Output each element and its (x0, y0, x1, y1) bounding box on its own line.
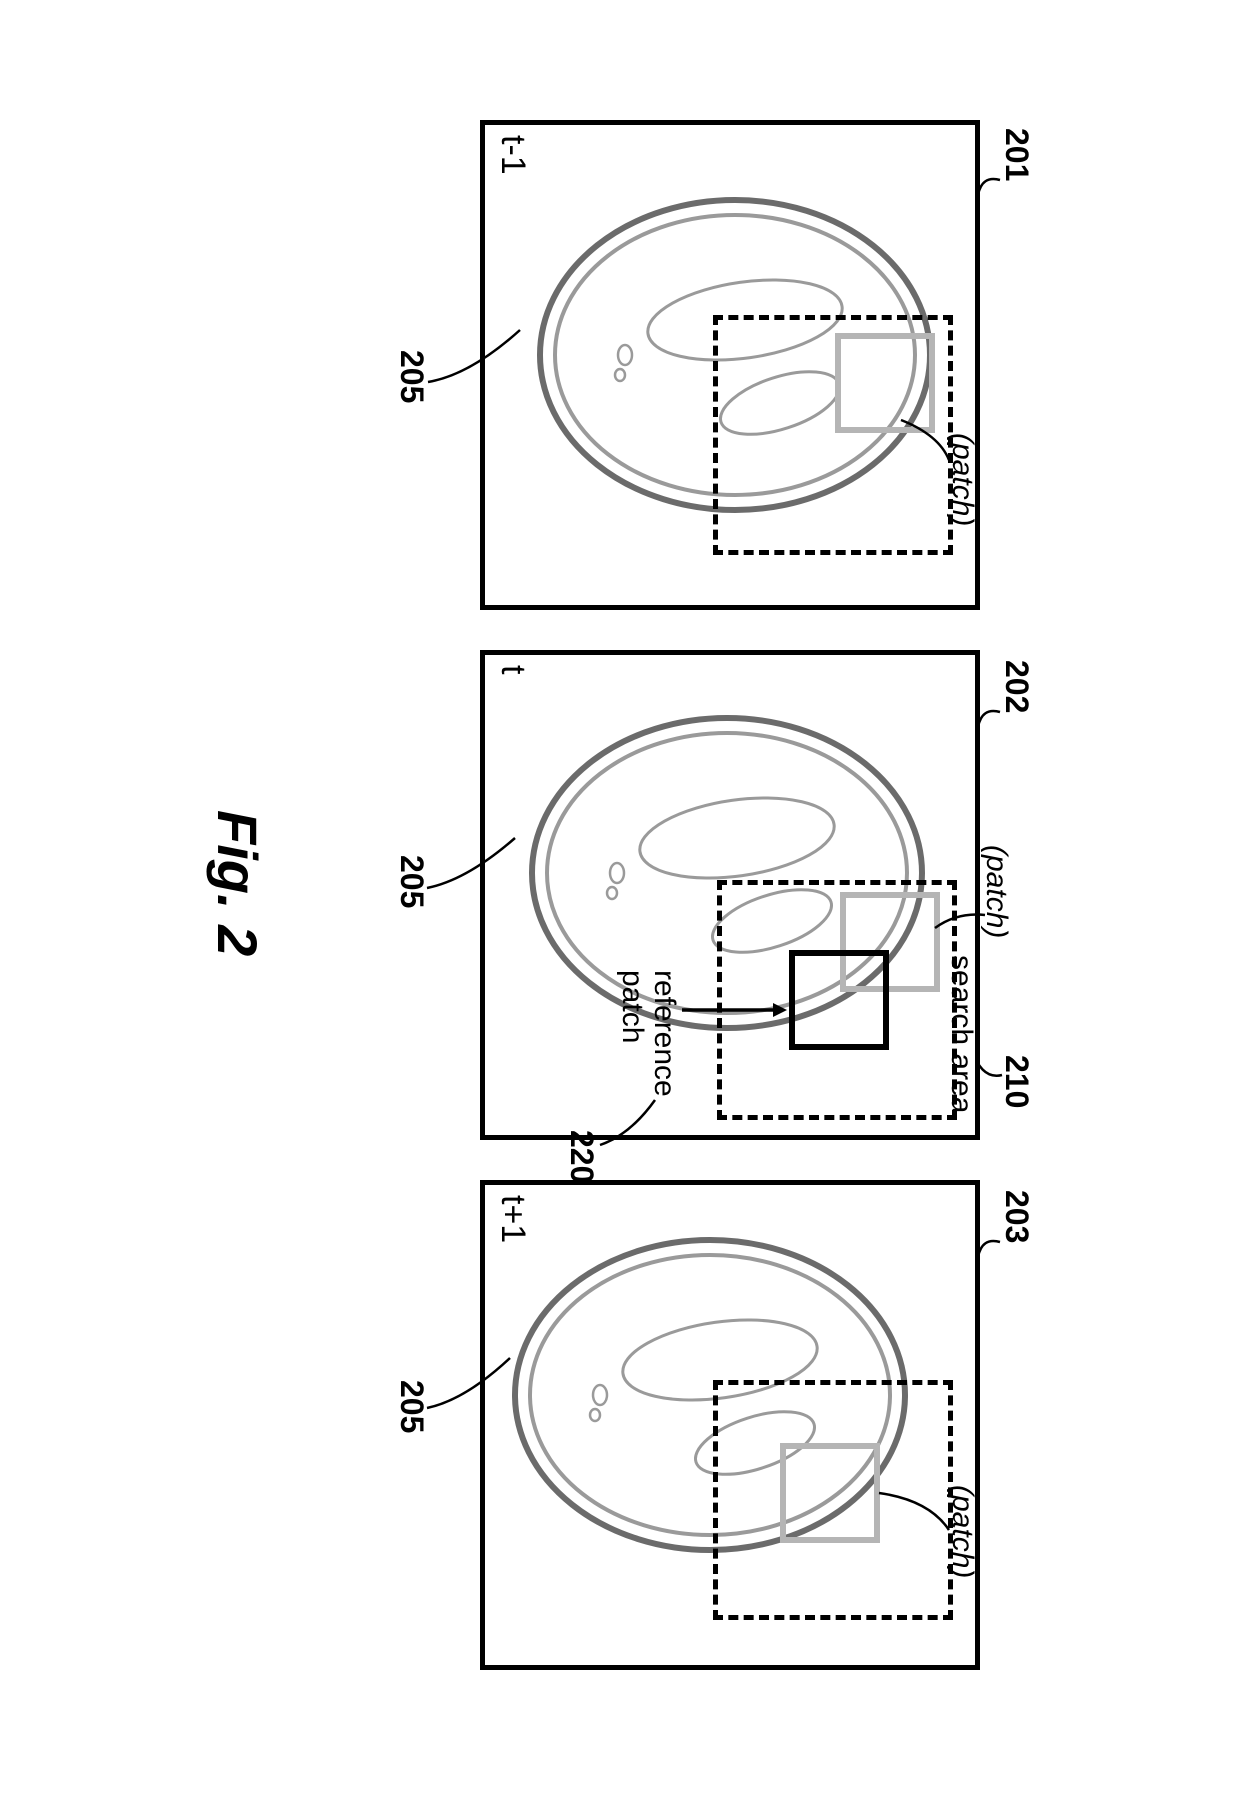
lead-205-a (420, 320, 520, 400)
rotated-stage: 201 202 203 210 (0, 0, 1240, 1798)
lead-patch-2 (920, 910, 985, 950)
time-label-2: t (493, 665, 532, 674)
time-label-1: t-1 (493, 135, 532, 175)
reference-patch (789, 950, 889, 1050)
lead-205-b (420, 830, 515, 910)
ref-203: 203 (998, 1190, 1035, 1243)
arrow-to-refpatch (672, 1000, 787, 1020)
figure-canvas: 201 202 203 210 (0, 0, 1240, 1798)
lead-220 (590, 1095, 655, 1155)
reference-patch-label: reference patch (617, 970, 680, 1110)
search-area-label: search area (944, 955, 978, 1113)
ref-201: 201 (998, 128, 1035, 181)
panel-t-minus-1: (patch) t-1 (480, 120, 980, 610)
ref-210: 210 (998, 1055, 1035, 1108)
reference-patch-label-text: reference patch (617, 970, 680, 1110)
panel-t: (patch) search area reference patch t (480, 650, 980, 1140)
panel-t-plus-1: (patch) t+1 (480, 1180, 980, 1670)
figure-caption: Fig. 2 (205, 810, 270, 956)
lead-205-c (420, 1350, 510, 1430)
lead-patch-3 (864, 1490, 949, 1540)
patch-label-1: (patch) (945, 433, 979, 526)
ref-202: 202 (998, 660, 1035, 713)
patch-label-3: (patch) (945, 1485, 979, 1578)
time-label-3: t+1 (493, 1195, 532, 1243)
lead-patch-1 (884, 415, 949, 475)
